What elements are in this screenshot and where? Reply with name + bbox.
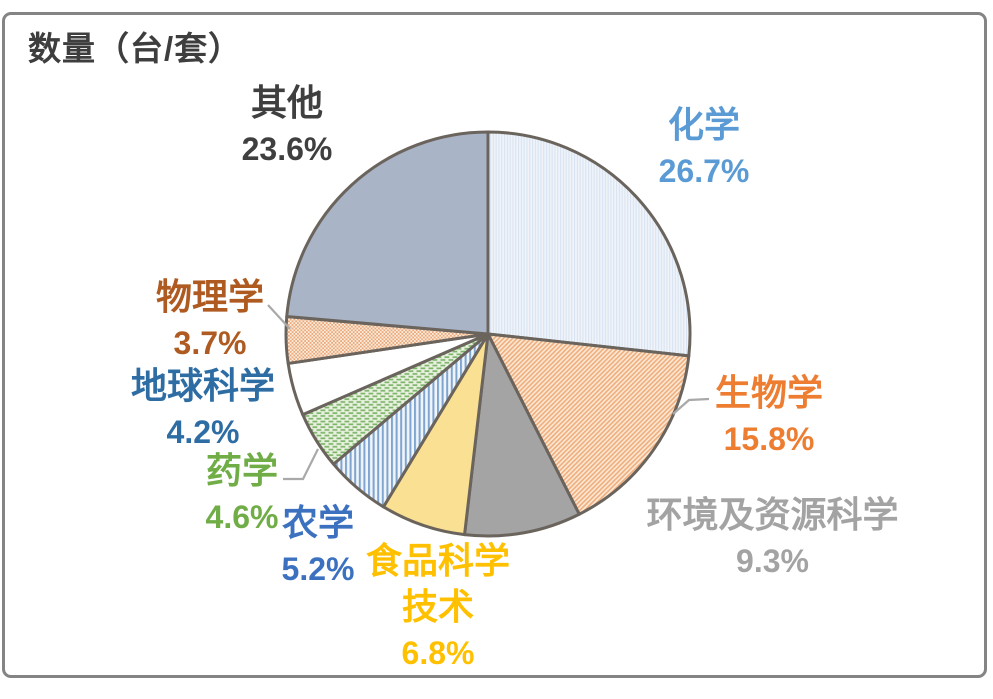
leader-line-pharmacy — [283, 448, 319, 481]
slice-percent: 9.3% — [736, 543, 809, 579]
slice-percent: 5.2% — [281, 551, 355, 587]
slice-name: 技术 — [401, 586, 474, 627]
leader-line-biology — [672, 397, 710, 415]
pie-slice-2 — [463, 332, 581, 538]
slice-label-pharmacy: 药学 4.6% — [164, 448, 320, 541]
slice-percent: 4.6% — [205, 499, 279, 535]
slice-percent: 15.8% — [723, 421, 815, 457]
slice-name: 药学 — [205, 450, 278, 491]
pie-slice-1 — [486, 332, 691, 516]
slice-label-physics: 物理学 3.7% — [122, 274, 298, 367]
slice-label-earth-science: 地球科学 4.2% — [100, 363, 306, 456]
slice-name: 食品科学 — [365, 540, 510, 581]
slice-percent: 6.8% — [401, 635, 475, 671]
slice-name: 化学 — [667, 104, 740, 145]
slice-label-environment-resources: 环境及资源科学 9.3% — [634, 492, 911, 585]
slice-label-food-science-tech: 食品科学 技术 6.8% — [348, 538, 528, 677]
slice-name: 环境及资源科学 — [646, 494, 899, 535]
slice-name: 农学 — [281, 502, 354, 543]
slice-percent: 3.7% — [173, 325, 247, 361]
slice-label-biology: 生物学 15.8% — [674, 370, 864, 463]
leader-line-physics — [267, 304, 291, 330]
slice-percent: 23.6% — [241, 131, 333, 167]
slice-label-other: 其他 23.6% — [187, 80, 387, 173]
slice-name: 地球科学 — [130, 365, 275, 406]
pie-slice-8 — [285, 130, 490, 336]
slice-percent: 4.2% — [166, 414, 240, 450]
slice-name: 其他 — [250, 82, 323, 123]
slice-percent: 26.7% — [658, 153, 750, 189]
slice-name: 生物学 — [714, 372, 823, 413]
slice-label-agronomy: 农学 5.2% — [240, 500, 396, 593]
chart-title: 数量（台/套） — [28, 30, 243, 67]
slice-label-chemistry: 化学 26.7% — [609, 102, 799, 195]
slice-name: 物理学 — [155, 276, 264, 317]
pie-slice-0 — [486, 130, 692, 358]
